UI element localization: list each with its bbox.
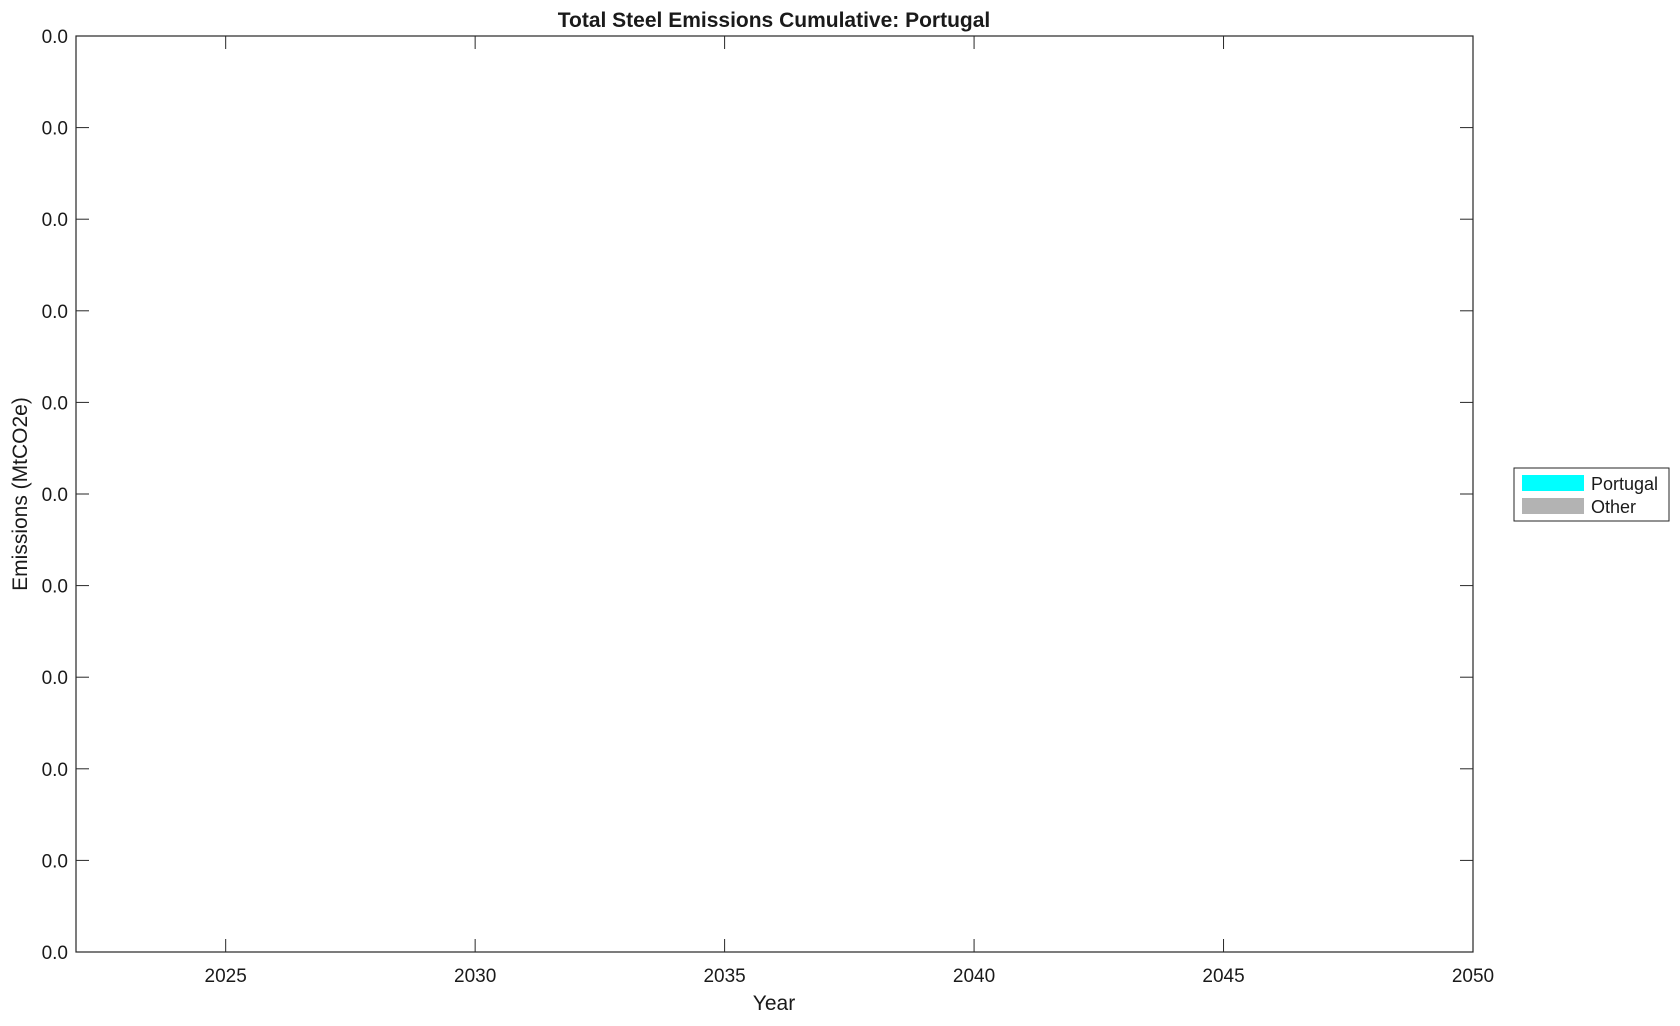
y-tick-label: 0.0: [42, 577, 68, 598]
x-tick-label: 2050: [1452, 966, 1494, 987]
legend-swatch-other: [1522, 498, 1584, 514]
plot-area: [75, 35, 1474, 953]
x-tick-label: 2030: [454, 966, 496, 987]
y-tick-label: 0.0: [42, 485, 68, 506]
legend-swatch-portugal: [1522, 475, 1584, 491]
y-tick-label: 0.0: [42, 668, 68, 689]
legend-label-other: Other: [1591, 497, 1636, 517]
chart-title: Total Steel Emissions Cumulative: Portug…: [558, 9, 991, 32]
x-axis-label: Year: [753, 992, 795, 1015]
y-tick-label: 0.0: [42, 210, 68, 231]
legend: Portugal Other: [1513, 467, 1670, 522]
x-tick-label: 2025: [205, 966, 247, 987]
x-tick-label: 2040: [953, 966, 995, 987]
legend-label-portugal: Portugal: [1591, 474, 1658, 494]
y-tick-label: 0.0: [42, 27, 68, 48]
x-tick-label: 2035: [703, 966, 745, 987]
y-tick-label: 0.0: [42, 851, 68, 872]
y-tick-label: 0.0: [42, 760, 68, 781]
y-tick-label: 0.0: [42, 943, 68, 964]
y-axis-label: Emissions (MtCO2e): [9, 397, 32, 591]
x-tick-label: 2045: [1202, 966, 1244, 987]
y-tick-label: 0.0: [42, 302, 68, 323]
y-tick-label: 0.0: [42, 393, 68, 414]
y-tick-label: 0.0: [42, 119, 68, 140]
